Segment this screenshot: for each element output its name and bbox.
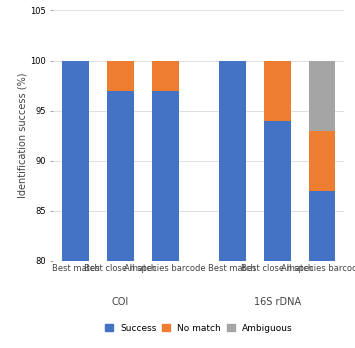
- Bar: [107, 61, 134, 90]
- Y-axis label: Identification success (%): Identification success (%): [17, 73, 27, 198]
- Bar: [308, 191, 335, 261]
- Bar: [152, 61, 179, 90]
- Bar: [219, 61, 246, 261]
- Text: 16S rDNA: 16S rDNA: [253, 297, 301, 307]
- Bar: [308, 61, 335, 131]
- Bar: [62, 61, 89, 261]
- Bar: [264, 121, 291, 261]
- Bar: [107, 90, 134, 261]
- Bar: [308, 131, 335, 191]
- Legend: Success, No match, Ambiguous: Success, No match, Ambiguous: [102, 321, 296, 337]
- Text: COI: COI: [112, 297, 129, 307]
- Bar: [152, 90, 179, 261]
- Bar: [264, 61, 291, 121]
